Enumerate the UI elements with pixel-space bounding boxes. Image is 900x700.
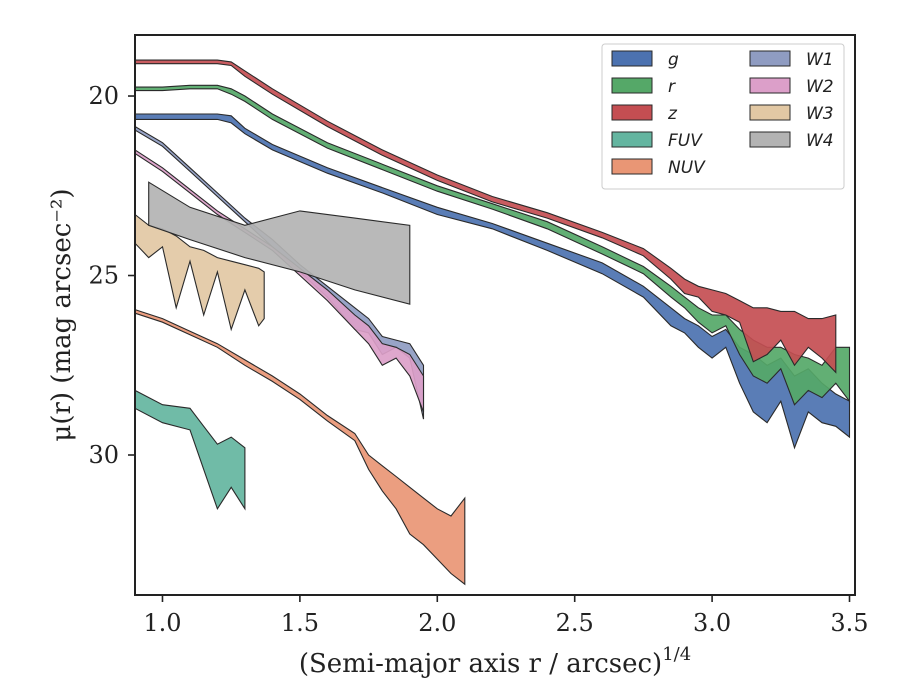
legend-swatch-z: [611, 104, 653, 121]
legend-label-w4: W4: [806, 131, 834, 151]
series-band-g: [134, 113, 851, 450]
y-tick-label: 25: [88, 262, 119, 290]
legend-label-z: z: [667, 104, 678, 124]
series-band-w3: [134, 213, 265, 332]
series-band-nuv: [134, 308, 466, 586]
series-band-w4: [148, 181, 411, 305]
legend-label-g: g: [668, 50, 679, 70]
legend-label-w2: W2: [806, 77, 834, 97]
series-band-fuv: [134, 389, 246, 511]
legend-swatch-g: [611, 50, 653, 67]
x-axis: 1.0 1.5 2.0 2.5 3.0 3.5: [143, 595, 869, 637]
legend-swatch-w3: [749, 104, 791, 121]
x-axis-label-exponent: 1/4: [662, 644, 691, 665]
x-axis-label-text: (Semi-major axis r / arcsec): [299, 649, 662, 679]
legend-label-w3: W3: [806, 104, 834, 124]
x-tick-label: 1.5: [281, 609, 319, 637]
x-tick-label: 1.0: [143, 609, 181, 637]
legend-swatch-nuv: [611, 158, 653, 175]
y-tick-label: 20: [88, 82, 119, 110]
y-axis-label: μ(r) (mag arcsec⁻²): [47, 188, 77, 441]
x-tick-label: 3.5: [830, 609, 868, 637]
series-band-z: [134, 59, 837, 374]
legend-label-fuv: FUV: [668, 131, 703, 151]
y-axis: 20 25 30: [88, 82, 135, 469]
legend-swatch-w4: [749, 131, 791, 148]
legend-swatch-w2: [749, 77, 791, 94]
legend-label-w1: W1: [806, 50, 834, 70]
legend: grz FUV NUV W1 W2 W3 W4: [601, 43, 845, 190]
series-areas: [134, 59, 851, 586]
legend-swatch-w1: [749, 50, 791, 67]
legend-label-r: r: [668, 77, 676, 97]
x-tick-label: 3.0: [693, 609, 731, 637]
legend-swatch-fuv: [611, 131, 653, 148]
x-tick-label: 2.5: [556, 609, 594, 637]
plot-frame: [134, 34, 856, 596]
legend-label-nuv: NUV: [668, 158, 706, 178]
x-axis-label: (Semi-major axis r / arcsec)1/4: [299, 644, 691, 679]
x-tick-label: 2.0: [418, 609, 456, 637]
y-tick-label: 30: [88, 441, 119, 469]
legend-swatch-r: [611, 77, 653, 94]
series-band-r: [134, 84, 851, 406]
